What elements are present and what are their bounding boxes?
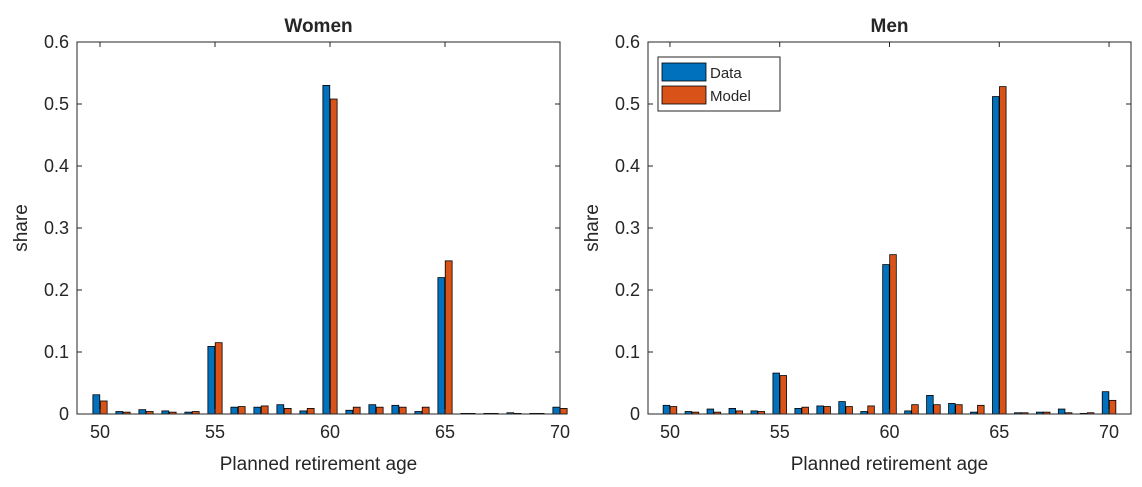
women-xtick-label: 55 (205, 422, 225, 442)
men-bar-model-62 (933, 404, 941, 415)
men-ytick-label: 0.3 (615, 218, 640, 238)
women-bar-model-63 (398, 406, 407, 415)
men-bar-model-57 (823, 406, 831, 415)
men-bar-model-63 (955, 404, 963, 415)
men-bar-data-57 (816, 405, 824, 415)
women-bar-model-62 (375, 406, 384, 415)
women-ytick-label: 0 (59, 404, 69, 424)
women-xtick-label: 50 (90, 422, 110, 442)
men-bar-model-70 (1108, 399, 1117, 415)
men-bar-model-58 (845, 406, 853, 415)
men-bar-model-64 (977, 404, 985, 415)
women-bar-data-60 (322, 85, 331, 415)
women-x-axis-label: Planned retirement age (220, 454, 418, 475)
women-ytick-label: 0.5 (44, 94, 69, 114)
women-bar-data-56 (230, 406, 239, 415)
legend-label-model: Model (710, 88, 751, 105)
men-bar-data-53 (728, 408, 737, 415)
women-bar-model-56 (237, 406, 246, 415)
men-bar-data-58 (838, 401, 846, 415)
women-xtick-label: 60 (320, 422, 340, 442)
men-bar-data-55 (772, 372, 780, 415)
men-chart-title: Men (871, 16, 909, 37)
men-xtick-label: 65 (989, 422, 1009, 442)
women-bar-model-64 (421, 406, 430, 415)
women-bar-model-57 (260, 405, 269, 415)
women-xtick-label: 65 (435, 422, 455, 442)
men-panel: 0 0.1 0.2 0.3 0.4 0.5 0.6 50 55 60 65 70 Men Planned … (582, 16, 1132, 475)
men-bar-model-55 (779, 375, 787, 415)
women-bar-model-60 (329, 98, 338, 415)
women-bar-data-62 (368, 404, 377, 415)
men-bar-model-61 (911, 404, 919, 415)
men-x-axis-label: Planned retirement age (791, 454, 989, 475)
women-panel: 0 0.1 0.2 0.3 0.4 0.5 0.6 50 55 60 65 70 Women Planne… (11, 16, 570, 475)
women-axes-box (76, 41, 561, 415)
men-ytick-label: 0.4 (615, 156, 640, 176)
women-bar-data-58 (276, 404, 285, 415)
women-ytick-label: 0.1 (44, 342, 69, 362)
men-ytick-label: 0 (630, 404, 640, 424)
men-bar-data-52 (706, 408, 715, 415)
women-bar-model-58 (283, 408, 292, 415)
women-bar-data-61 (345, 409, 354, 415)
women-bar-model-65 (444, 260, 453, 415)
men-legend: Data Model (657, 56, 781, 112)
women-bar-model-55 (214, 342, 223, 415)
legend-label-data: Data (710, 65, 742, 82)
men-xtick-label: 55 (770, 422, 790, 442)
men-bar-data-50 (662, 404, 671, 415)
women-bar-data-52 (138, 409, 147, 415)
legend-swatch-data (661, 62, 707, 82)
women-ytick-label: 0.3 (44, 218, 69, 238)
women-ytick-label: 0.6 (44, 32, 69, 52)
men-bar-model-59 (867, 405, 875, 415)
women-bar-model-50 (99, 400, 108, 415)
women-xtick-label: 70 (550, 422, 570, 442)
men-xtick-label: 60 (879, 422, 899, 442)
women-chart-title: Women (284, 16, 352, 37)
women-bar-data-70 (552, 406, 561, 415)
men-bar-data-65 (992, 96, 1000, 415)
women-y-axis-label: share (11, 204, 32, 252)
women-bar-data-50 (92, 394, 101, 415)
men-bar-data-68 (1057, 408, 1066, 415)
women-bar-data-57 (253, 406, 262, 415)
men-bar-data-60 (882, 264, 890, 415)
men-bar-model-50 (669, 406, 678, 415)
women-bar-data-63 (391, 404, 400, 415)
women-bar-data-65 (437, 277, 446, 415)
men-bar-data-70 (1101, 391, 1110, 415)
men-ytick-label: 0.5 (615, 94, 640, 114)
women-bar-model-61 (352, 406, 361, 415)
women-bar-data-55 (207, 346, 216, 415)
men-ytick-label: 0.2 (615, 280, 640, 300)
men-xtick-label: 50 (660, 422, 680, 442)
men-bar-data-63 (948, 403, 956, 415)
men-xtick-label: 70 (1099, 422, 1119, 442)
men-y-axis-label: share (582, 204, 603, 252)
men-bar-data-56 (794, 408, 802, 415)
legend-swatch-model (661, 85, 707, 105)
men-bar-model-60 (889, 254, 897, 415)
women-bar-model-59 (306, 408, 315, 415)
women-ytick-label: 0.4 (44, 156, 69, 176)
men-bar-data-62 (926, 394, 934, 415)
men-bar-model-65 (999, 86, 1007, 415)
men-bar-model-56 (801, 406, 809, 415)
men-ytick-label: 0.1 (615, 342, 640, 362)
women-ytick-label: 0.2 (44, 280, 69, 300)
women-bar-model-70 (559, 408, 568, 415)
men-ytick-label: 0.6 (615, 32, 640, 52)
